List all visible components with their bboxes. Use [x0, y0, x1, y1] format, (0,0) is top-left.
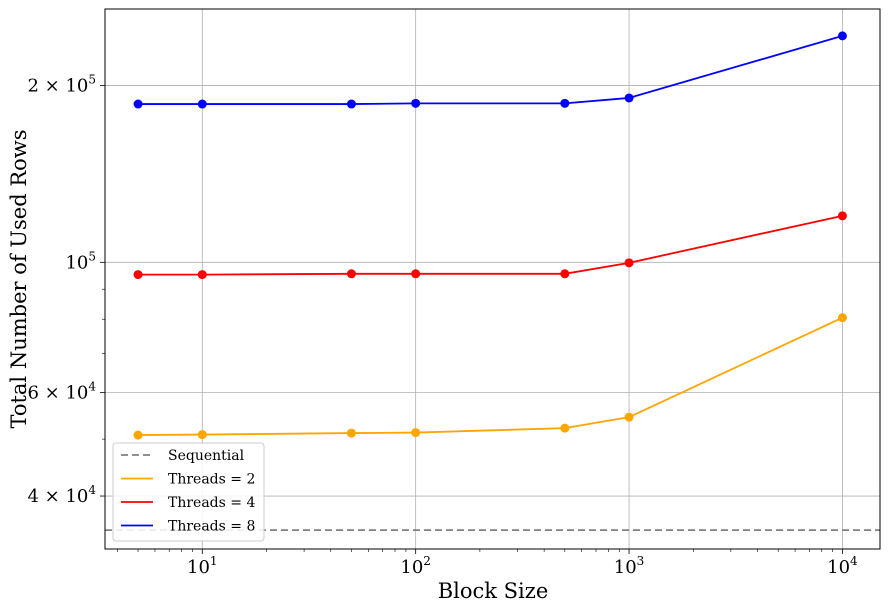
- threads-2-point: [133, 430, 143, 440]
- y-tick-label: 4 × 104: [27, 483, 96, 507]
- threads-4-point: [197, 270, 207, 280]
- threads-4-point: [560, 269, 570, 279]
- legend-box: [112, 442, 265, 542]
- x-tick-labels: 101 102 103 104: [187, 554, 858, 578]
- plot-frame: [104, 8, 881, 550]
- legend-label-sequential: Sequential: [168, 448, 245, 464]
- threads-2-point: [624, 412, 634, 422]
- threads-4-point: [837, 211, 847, 221]
- threads-2-point: [837, 313, 847, 323]
- x-tick-label: 101: [187, 554, 218, 578]
- legend: Sequential Threads = 2 Threads = 4 Threads …: [112, 442, 265, 542]
- threads-8-point: [624, 93, 634, 103]
- series-layer: [105, 31, 880, 531]
- threads-8-point: [560, 98, 570, 108]
- legend-label-threads-8: Threads = 8: [168, 519, 255, 535]
- threads-8-point: [837, 31, 847, 41]
- legend-label-threads-4: Threads = 4: [168, 495, 255, 511]
- x-tick-label: 104: [827, 554, 858, 578]
- y-tick-label: 105: [65, 249, 96, 273]
- y-axis-title: Total Number of Used Rows: [7, 129, 31, 428]
- threads-4-point: [411, 269, 421, 279]
- threads-4-line: [138, 214, 843, 276]
- threads-8-point: [197, 99, 207, 109]
- threads-2-point: [346, 428, 356, 438]
- y-tick-labels: 4 × 104 6 × 104 105 2 × 105: [27, 73, 96, 507]
- threads-2-point: [197, 430, 207, 440]
- threads-4-point: [346, 269, 356, 279]
- threads-4-point: [133, 270, 143, 280]
- x-tick-label: 103: [614, 554, 645, 578]
- threads-8-point: [411, 98, 421, 108]
- threads-2-line: [138, 316, 843, 436]
- threads-2-point: [411, 428, 421, 438]
- legend-label-threads-2: Threads = 2: [168, 472, 255, 488]
- threads-8-point: [346, 99, 356, 109]
- threads-8-point: [133, 99, 143, 109]
- y-tick-label: 6 × 104: [27, 380, 96, 404]
- threads-2-point: [560, 423, 570, 433]
- x-axis-title: Block Size: [438, 579, 549, 603]
- major-ticks: [100, 85, 843, 554]
- y-tick-label: 2 × 105: [27, 73, 96, 97]
- x-tick-label: 102: [400, 554, 431, 578]
- threads-8-line: [138, 35, 843, 105]
- threads-4-point: [624, 258, 634, 268]
